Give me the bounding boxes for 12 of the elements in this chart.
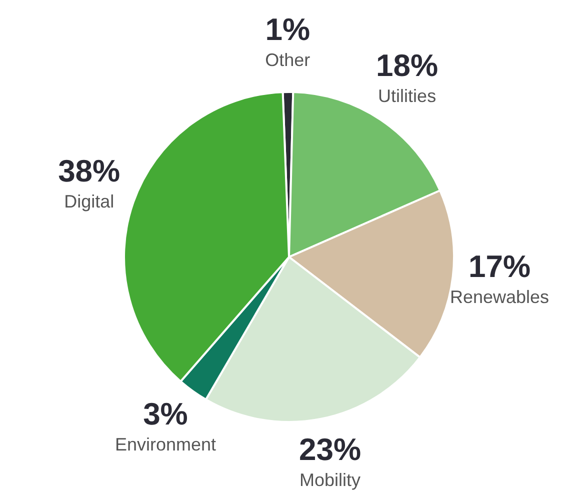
slice-label: Mobility (300, 470, 361, 490)
data-label: 18% (376, 48, 438, 83)
slice-label: Environment (114, 434, 216, 454)
slice-label: Digital (64, 191, 114, 212)
data-label: 17% (468, 249, 531, 284)
data-label: 1% (265, 12, 310, 48)
slice-label: Other (265, 50, 310, 70)
slice-label: Renewables (450, 287, 550, 308)
data-label: 3% (143, 396, 188, 432)
data-label: 23% (299, 432, 362, 467)
slice-label: Utilities (378, 86, 436, 106)
data-label: 38% (58, 153, 120, 188)
